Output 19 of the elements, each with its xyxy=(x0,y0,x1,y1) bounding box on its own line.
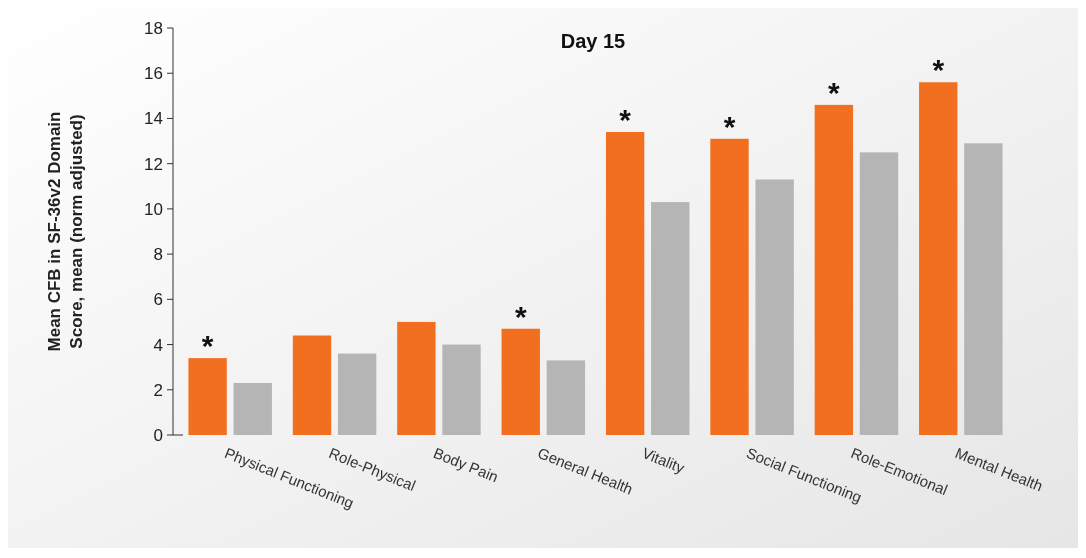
y-tick-label: 12 xyxy=(144,154,163,174)
annotation: * xyxy=(828,75,841,109)
y-tick-label: 8 xyxy=(153,245,163,265)
annotation: * xyxy=(514,299,527,333)
annotation: * xyxy=(201,329,214,363)
annotation: * xyxy=(723,109,736,143)
y-tick-label: 2 xyxy=(153,380,163,400)
y-tick-label: 14 xyxy=(144,109,163,129)
y-tick-label: 10 xyxy=(144,199,163,219)
annotation: * xyxy=(932,53,945,87)
y-tick-label: 4 xyxy=(153,335,163,355)
y-axis-title: Mean CFB in SF-36v2 Domain Score, mean (norm adjusted) xyxy=(45,111,86,352)
y-tick-label: 18 xyxy=(144,18,163,38)
annotation: * xyxy=(619,103,632,137)
chart-title: Day 15 xyxy=(560,30,626,52)
x-tick-label: Body Pain xyxy=(431,444,501,486)
y-tick-label: 16 xyxy=(144,64,163,84)
y-tick-label: 6 xyxy=(153,290,163,310)
y-tick-label: 0 xyxy=(153,425,163,445)
